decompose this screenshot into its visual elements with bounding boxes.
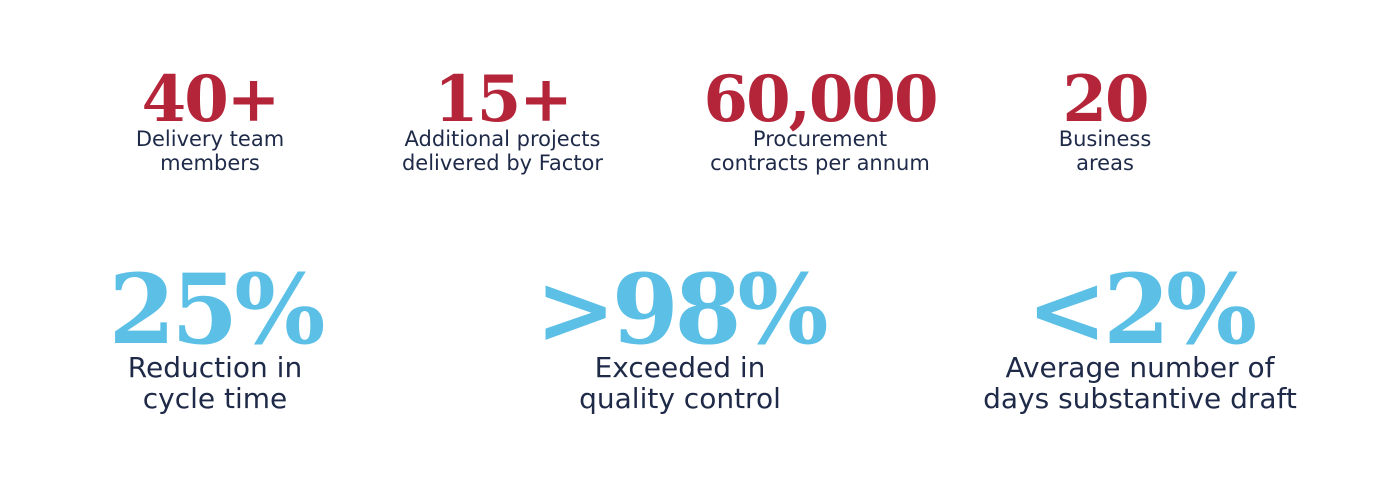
stat-label-line: members: [160, 150, 260, 175]
stat-procurement-contracts: 60,000 Procurement contracts per annum: [680, 68, 960, 175]
stat-value: 25%: [108, 253, 326, 366]
stat-label-line: Exceeded in: [594, 351, 766, 384]
stat-business-areas: 20 Business areas: [1030, 68, 1180, 175]
stat-label: Reduction in cycle time: [80, 352, 350, 415]
stat-value: >98%: [535, 253, 828, 366]
stat-label-line: areas: [1076, 150, 1134, 175]
stat-label-line: delivered by Factor: [401, 150, 604, 175]
stat-label: Additional projects delivered by Factor: [380, 127, 625, 175]
stat-label-line: Reduction in: [127, 351, 303, 384]
stat-label-line: contracts per annum: [710, 150, 930, 175]
stat-label: Business areas: [1030, 127, 1180, 175]
stat-label-line: Business: [1058, 127, 1152, 151]
stat-label-line: Additional projects: [404, 127, 601, 151]
stat-label-line: Delivery team: [135, 127, 285, 151]
stat-label-line: Procurement: [752, 127, 888, 151]
stat-value: <2%: [1026, 253, 1257, 366]
stat-value: 20: [1062, 62, 1149, 137]
stat-label-line: Average number of: [1005, 351, 1275, 384]
stat-label-line: days substantive draft: [983, 382, 1297, 416]
stat-label-line: cycle time: [142, 382, 288, 416]
stat-label-line: quality control: [579, 382, 781, 416]
stat-label: Procurement contracts per annum: [680, 127, 960, 175]
stat-label: Exceeded in quality control: [530, 352, 830, 415]
stat-value: 60,000: [703, 62, 939, 137]
stat-additional-projects: 15+ Additional projects delivered by Fac…: [380, 68, 625, 175]
stat-substantive-draft-days: <2% Average number of days substantive d…: [950, 262, 1330, 415]
stat-label: Average number of days substantive draft: [950, 352, 1330, 415]
stat-label: Delivery team members: [110, 127, 310, 175]
stat-delivery-team: 40+ Delivery team members: [110, 68, 310, 175]
stat-value: 40+: [141, 62, 281, 137]
stat-quality-control: >98% Exceeded in quality control: [530, 262, 830, 415]
stat-value: 15+: [434, 62, 573, 137]
stat-cycle-time-reduction: 25% Reduction in cycle time: [80, 262, 350, 415]
